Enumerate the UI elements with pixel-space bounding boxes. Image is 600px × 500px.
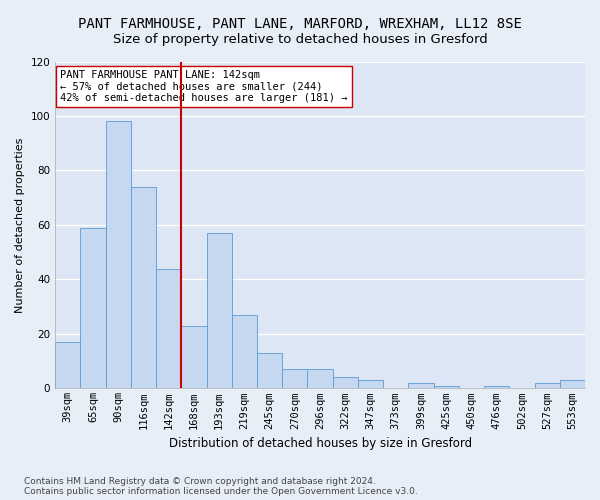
Bar: [560, 380, 585, 388]
Bar: [106, 122, 131, 388]
Bar: [282, 370, 307, 388]
Bar: [257, 353, 282, 388]
Bar: [535, 383, 560, 388]
Bar: [484, 386, 509, 388]
Y-axis label: Number of detached properties: Number of detached properties: [15, 138, 25, 312]
Text: PANT FARMHOUSE PANT LANE: 142sqm
← 57% of detached houses are smaller (244)
42% : PANT FARMHOUSE PANT LANE: 142sqm ← 57% o…: [61, 70, 348, 103]
Text: Contains HM Land Registry data © Crown copyright and database right 2024.
Contai: Contains HM Land Registry data © Crown c…: [24, 476, 418, 496]
Bar: [181, 326, 206, 388]
Text: PANT FARMHOUSE, PANT LANE, MARFORD, WREXHAM, LL12 8SE: PANT FARMHOUSE, PANT LANE, MARFORD, WREX…: [78, 18, 522, 32]
Bar: [232, 315, 257, 388]
Bar: [358, 380, 383, 388]
X-axis label: Distribution of detached houses by size in Gresford: Distribution of detached houses by size …: [169, 437, 472, 450]
Bar: [434, 386, 459, 388]
Bar: [55, 342, 80, 388]
Bar: [206, 233, 232, 388]
Text: Size of property relative to detached houses in Gresford: Size of property relative to detached ho…: [113, 32, 487, 46]
Bar: [156, 268, 181, 388]
Bar: [80, 228, 106, 388]
Bar: [409, 383, 434, 388]
Bar: [307, 370, 332, 388]
Bar: [332, 378, 358, 388]
Bar: [131, 187, 156, 388]
